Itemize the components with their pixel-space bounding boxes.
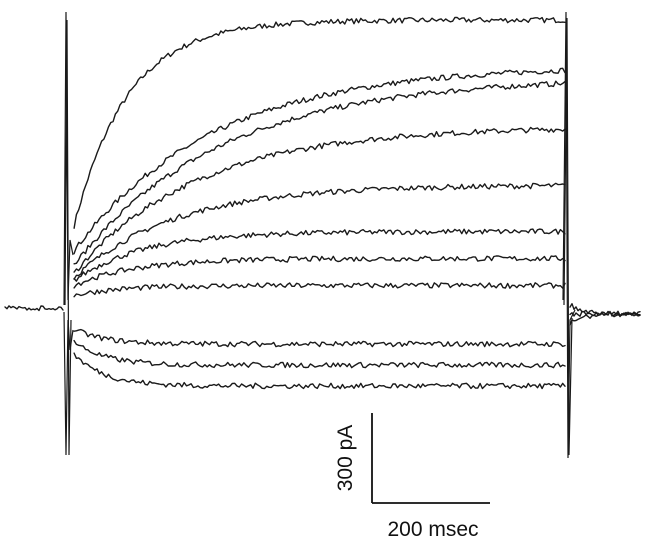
- current-trace-5: [73, 182, 566, 280]
- current-trace-3: [73, 80, 566, 265]
- current-trace-9: [73, 328, 566, 348]
- current-trace-2: [73, 67, 566, 255]
- tail-current-3: [569, 311, 641, 326]
- time-scale-label: 200 msec: [387, 518, 478, 541]
- current-trace-4: [73, 126, 566, 273]
- current-trace-8: [73, 282, 566, 298]
- offset-transient-1: [562, 11, 576, 459]
- baseline-before-step: [4, 305, 64, 312]
- current-trace-6: [73, 228, 566, 282]
- current-trace-7: [73, 255, 566, 289]
- current-trace-1: [73, 16, 566, 229]
- offset-transient-2: [563, 17, 573, 456]
- current-trace-10: [73, 339, 566, 369]
- current-scale-label: 300 pA: [334, 425, 357, 492]
- scale-bar: 300 pA 200 msec: [334, 413, 490, 541]
- current-traces: [4, 16, 641, 390]
- current-trace-11: [73, 352, 566, 390]
- capacitive-transients: [63, 11, 576, 459]
- onset-transient-3: [64, 19, 72, 456]
